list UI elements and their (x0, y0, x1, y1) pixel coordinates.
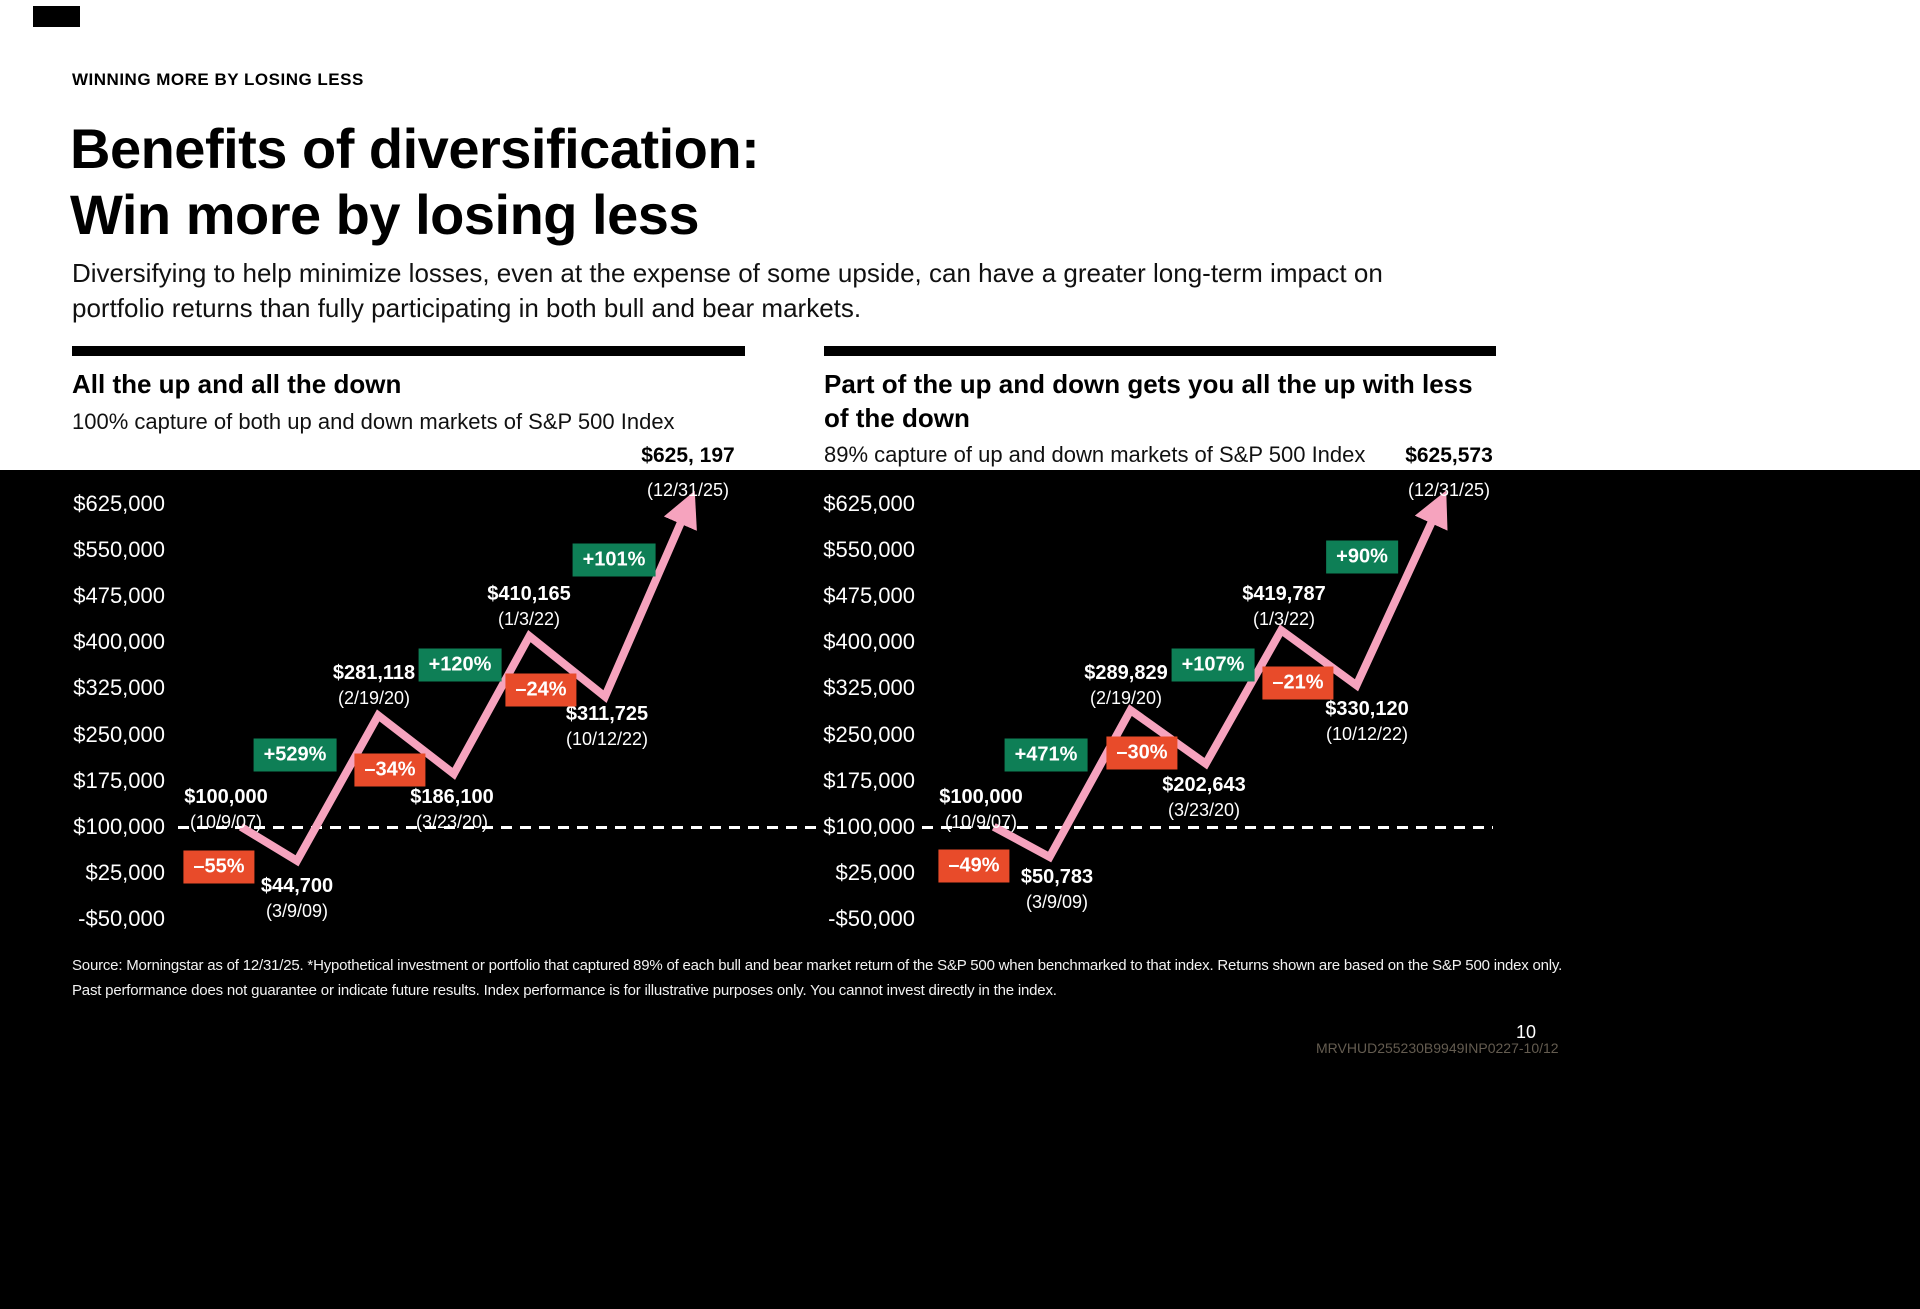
point-date: (10/12/22) (1325, 724, 1409, 744)
point-label: $330,120 (10/12/22) (1325, 698, 1408, 745)
change-badge: –30% (1106, 736, 1178, 770)
point-value: $50,783 (1020, 866, 1094, 888)
point-date: (12/31/25) (646, 480, 730, 500)
point-value: $281,118 (332, 662, 416, 684)
peak-point-label: $625,573 (12/31/25) (1405, 444, 1493, 501)
point-date: (3/23/20) (1167, 800, 1241, 820)
point-date: (2/19/20) (1089, 688, 1163, 708)
point-value: $625, 197 (641, 444, 735, 467)
y-axis-tick: $25,000 (835, 859, 915, 885)
left-panel-rule (72, 346, 745, 356)
y-axis-tick: $250,000 (823, 721, 915, 747)
change-badge: +101% (572, 543, 656, 577)
y-axis-tick: $100,000 (73, 813, 165, 839)
footnote-line-1: Source: Morningstar as of 12/31/25. *Hyp… (72, 957, 1563, 974)
logo-mark (33, 6, 80, 27)
y-axis-tick: $550,000 (823, 537, 915, 563)
change-badge: +529% (253, 738, 337, 772)
y-axis-tick: $175,000 (823, 767, 915, 793)
y-axis-tick: $325,000 (823, 675, 915, 701)
change-badge: –24% (505, 673, 577, 707)
y-axis-tick: $475,000 (823, 583, 915, 609)
y-axis-tick: $400,000 (823, 629, 915, 655)
footnote-line-2: Past performance does not guarantee or i… (72, 982, 1057, 999)
left-chart-y-axis: $625,000 $550,000 $475,000 $400,000 $325,000… (40, 0, 165, 1309)
point-date: (1/3/22) (1252, 609, 1316, 629)
document-code: MRVHUD255230B9949INP0227-10/12 (1316, 1040, 1559, 1056)
point-date: (12/31/25) (1407, 480, 1491, 500)
change-badge: +90% (1326, 540, 1398, 574)
left-panel-subtitle: 100% capture of both up and down markets… (72, 409, 675, 434)
change-badge: –49% (938, 849, 1010, 883)
point-value: $202,643 (1162, 774, 1246, 796)
left-panel-title: All the up and all the down (72, 369, 402, 399)
point-value: $419,787 (1242, 583, 1326, 605)
point-label: $186,100 (3/23/20) (410, 786, 493, 833)
point-value: $311,725 (565, 703, 649, 725)
page-title: Benefits of diversification: Win more by… (70, 116, 760, 247)
point-label: $410,165 (1/3/22) (487, 583, 570, 630)
right-chart-y-axis: $625,000 $550,000 $475,000 $400,000 $325,000… (790, 0, 915, 1309)
point-label: $44,700 (3/9/09) (261, 875, 333, 922)
page-number: 10 (1516, 1022, 1537, 1042)
point-value: $186,100 (410, 786, 494, 808)
point-label: $289,829 (2/19/20) (1084, 662, 1167, 709)
y-axis-tick: $475,000 (73, 583, 165, 609)
right-panel-title: Part of the up and down gets you all the… (824, 369, 1473, 433)
peak-point-label: $625, 197 (12/31/25) (641, 444, 734, 501)
point-value: $100,000 (939, 786, 1023, 808)
change-badge: +120% (418, 648, 502, 682)
y-axis-tick: $175,000 (73, 767, 165, 793)
title-line-2: Win more by losing less (70, 182, 700, 246)
y-axis-tick: $625,000 (73, 491, 165, 516)
y-axis-tick: $550,000 (73, 537, 165, 563)
right-panel-rule (824, 346, 1496, 356)
kicker-text: WINNING MORE BY LOSING LESS (72, 70, 364, 89)
point-label: $100,000 (10/9/07) (184, 786, 267, 833)
change-badge: –55% (183, 850, 255, 884)
point-date: (3/9/09) (1025, 892, 1089, 912)
change-badge: –21% (1262, 666, 1334, 700)
left-baseline-dashed-line (178, 826, 820, 829)
change-badge: –34% (354, 753, 426, 787)
point-label: $311,725 (10/12/22) (566, 703, 648, 750)
y-axis-tick: $625,000 (823, 491, 915, 516)
right-panel-subtitle: 89% capture of up and down markets of S&… (824, 442, 1366, 467)
point-date: (2/19/20) (337, 688, 411, 708)
y-axis-tick: -$50,000 (828, 906, 915, 931)
point-date: (3/9/09) (265, 901, 329, 921)
title-line-1: Benefits of diversification: (70, 117, 760, 180)
point-label: $419,787 (1/3/22) (1242, 583, 1325, 630)
point-date: (10/9/07) (189, 812, 263, 832)
point-date: (1/3/22) (497, 609, 561, 629)
point-value: $100,000 (184, 786, 268, 808)
y-axis-tick: $325,000 (73, 675, 165, 701)
y-axis-tick: $400,000 (73, 629, 165, 655)
change-badge: +107% (1171, 648, 1255, 682)
change-badge: +471% (1004, 738, 1088, 772)
y-axis-tick: $25,000 (85, 859, 165, 885)
point-value: $410,165 (487, 583, 571, 605)
point-value: $625,573 (1405, 444, 1493, 467)
point-value: $330,120 (1325, 698, 1409, 720)
y-axis-tick: $250,000 (73, 721, 165, 747)
intro-paragraph: Diversifying to help minimize losses, ev… (72, 258, 1383, 324)
point-label: $50,783 (3/9/09) (1021, 866, 1093, 913)
point-date: (3/23/20) (415, 812, 489, 832)
y-axis-tick: -$50,000 (78, 906, 165, 931)
point-date: (10/12/22) (565, 729, 649, 749)
y-axis-tick: $100,000 (823, 813, 915, 839)
point-value: $289,829 (1084, 662, 1168, 684)
point-date: (10/9/07) (944, 812, 1018, 832)
point-value: $44,700 (260, 875, 334, 897)
point-label: $281,118 (2/19/20) (333, 662, 415, 709)
point-label: $100,000 (10/9/07) (939, 786, 1022, 833)
point-label: $202,643 (3/23/20) (1162, 774, 1245, 821)
